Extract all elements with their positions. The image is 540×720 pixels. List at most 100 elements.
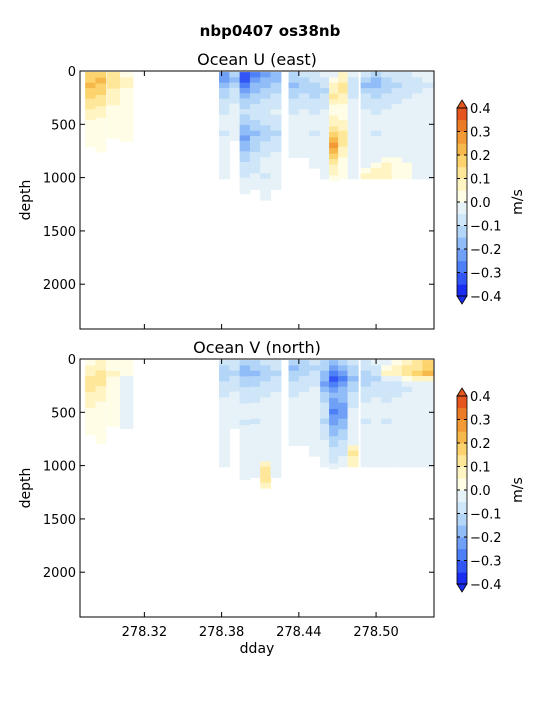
velocity-cell: [95, 72, 107, 79]
velocity-cell: [239, 441, 251, 448]
y-tick-label: 0: [68, 65, 76, 80]
velocity-cell: [391, 413, 403, 420]
velocity-cell: [370, 376, 382, 382]
velocity-cell: [288, 72, 300, 78]
velocity-cell: [270, 461, 282, 468]
velocity-cell: [338, 360, 348, 366]
velocity-cell: [422, 82, 434, 89]
velocity-cell: [422, 168, 434, 174]
colorbar-band: [457, 202, 467, 215]
velocity-cell: [329, 441, 339, 448]
velocity-cell: [320, 130, 330, 137]
colorbar-band: [457, 560, 467, 573]
velocity-cell: [219, 445, 230, 452]
velocity-cell: [107, 393, 121, 400]
plot-frame: [79, 70, 435, 330]
velocity-cell: [309, 77, 321, 84]
velocity-cell: [107, 110, 121, 117]
velocity-cell: [329, 381, 339, 388]
velocity-cell: [239, 130, 251, 137]
velocity-cell: [107, 382, 121, 389]
velocity-cell: [320, 157, 330, 164]
velocity-cell: [239, 77, 251, 84]
velocity-cell: [239, 387, 251, 394]
velocity-cell: [239, 452, 251, 459]
velocity-cell: [320, 168, 330, 174]
velocity-cell: [401, 408, 413, 414]
velocity-cell: [329, 425, 339, 432]
colorbar-band: [457, 155, 467, 168]
velocity-cell: [95, 83, 107, 90]
velocity-cell: [320, 418, 330, 425]
velocity-cell: [219, 104, 230, 110]
velocity-cell: [249, 184, 261, 190]
velocity-cell: [360, 162, 372, 169]
velocity-cell: [95, 146, 107, 153]
velocity-cell: [95, 77, 107, 85]
velocity-cell: [360, 445, 372, 452]
velocity-cell: [422, 141, 434, 148]
velocity-cell: [412, 114, 424, 121]
velocity-cell: [119, 365, 134, 372]
velocity-cell: [412, 456, 424, 462]
y-tick-label: 2000: [43, 566, 76, 581]
velocity-cell: [249, 141, 261, 148]
velocity-cell: [298, 88, 310, 94]
velocity-cell: [219, 376, 230, 382]
velocity-cell: [219, 360, 230, 366]
velocity-cell: [370, 408, 382, 414]
y-tick-label: 0: [68, 353, 76, 368]
velocity-cell: [338, 424, 348, 430]
colorbar-label: m/s: [510, 477, 526, 503]
velocity-cell: [401, 157, 413, 164]
velocity-cell: [95, 100, 107, 107]
velocity-cell: [309, 98, 321, 105]
velocity-cell: [309, 434, 321, 441]
velocity-cell: [360, 173, 372, 180]
colorbar-tick-label: 0.0: [470, 484, 491, 499]
velocity-cell: [422, 173, 434, 180]
velocity-cell: [260, 130, 272, 137]
velocity-cell: [401, 445, 413, 452]
velocity-cell: [338, 141, 348, 148]
velocity-cell: [270, 184, 282, 190]
velocity-cell: [422, 365, 434, 372]
velocity-cell: [288, 365, 300, 372]
velocity-cell: [95, 117, 107, 125]
velocity-cell: [338, 125, 348, 132]
velocity-cell: [347, 397, 359, 404]
velocity-cell: [360, 120, 372, 126]
velocity-cell: [391, 370, 403, 377]
velocity-cell: [249, 136, 261, 142]
velocity-cell: [338, 152, 348, 158]
velocity-cell: [95, 134, 107, 142]
velocity-cell: [309, 370, 321, 377]
velocity-cell: [338, 456, 348, 462]
velocity-cell: [401, 130, 413, 137]
colorbar-band: [457, 513, 467, 526]
velocity-cell: [347, 434, 359, 441]
velocity-cell: [239, 376, 251, 383]
colorbar-band: [457, 119, 467, 132]
velocity-cell: [412, 109, 424, 116]
velocity-cell: [85, 418, 97, 425]
velocity-cell: [338, 168, 348, 174]
velocity-cell: [119, 402, 134, 408]
velocity-cell: [85, 413, 97, 420]
velocity-cell: [219, 173, 230, 180]
velocity-cell: [309, 402, 321, 409]
velocity-cell: [320, 125, 330, 132]
velocity-cell: [239, 156, 251, 163]
velocity-cell: [347, 109, 359, 116]
velocity-cell: [270, 392, 282, 398]
velocity-cell: [412, 381, 424, 388]
velocity-cell: [107, 72, 121, 79]
velocity-cell: [320, 93, 330, 100]
velocity-cell: [391, 125, 403, 132]
velocity-cell: [329, 153, 339, 160]
velocity-cell: [95, 438, 107, 444]
velocity-cell: [320, 98, 330, 105]
x-tick-label: 278.32: [122, 625, 168, 640]
velocity-cell: [422, 386, 434, 393]
velocity-cell: [329, 436, 339, 443]
